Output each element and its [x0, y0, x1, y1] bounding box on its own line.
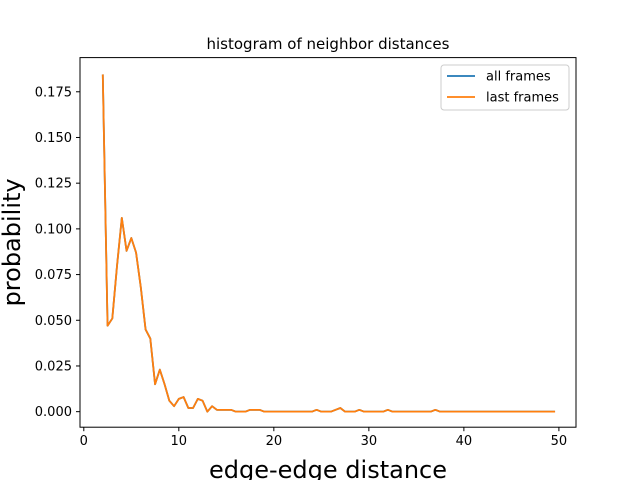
legend: all frames last frames — [440, 64, 570, 111]
y-tick-label: 0.050 — [35, 314, 72, 329]
x-tick-label: 40 — [456, 434, 473, 449]
x-tick-label: 0 — [80, 434, 88, 449]
x-tick-label: 50 — [551, 434, 568, 449]
y-tick-label: 0.175 — [35, 85, 72, 100]
x-tick-label: 30 — [361, 434, 378, 449]
legend-label-last-frames: last frames — [486, 91, 559, 106]
x-axis-ticks: 0 10 20 30 40 50 — [80, 427, 568, 449]
series-line-last-frames — [101, 74, 556, 413]
y-tick-label: 0.100 — [35, 222, 72, 237]
y-axis-label: probability — [0, 178, 26, 306]
plot-frame — [79, 57, 577, 428]
y-tick-label: 0.150 — [35, 131, 72, 146]
y-tick-label: 0.025 — [35, 359, 72, 374]
x-tick-label: 20 — [266, 434, 283, 449]
x-axis-label: edge-edge distance — [209, 456, 447, 480]
y-tick-label: 0.125 — [35, 177, 72, 192]
y-tick-label: 0.000 — [35, 405, 72, 420]
y-axis-ticks: 0.000 0.025 0.050 0.075 0.100 0.125 0.150 0.175 — [35, 85, 80, 420]
chart-title: histogram of neighbor distances — [207, 35, 450, 53]
x-tick-label: 10 — [171, 434, 188, 449]
legend-label-all-frames: all frames — [486, 70, 551, 85]
series-layer — [101, 74, 556, 413]
y-tick-label: 0.075 — [35, 268, 72, 283]
